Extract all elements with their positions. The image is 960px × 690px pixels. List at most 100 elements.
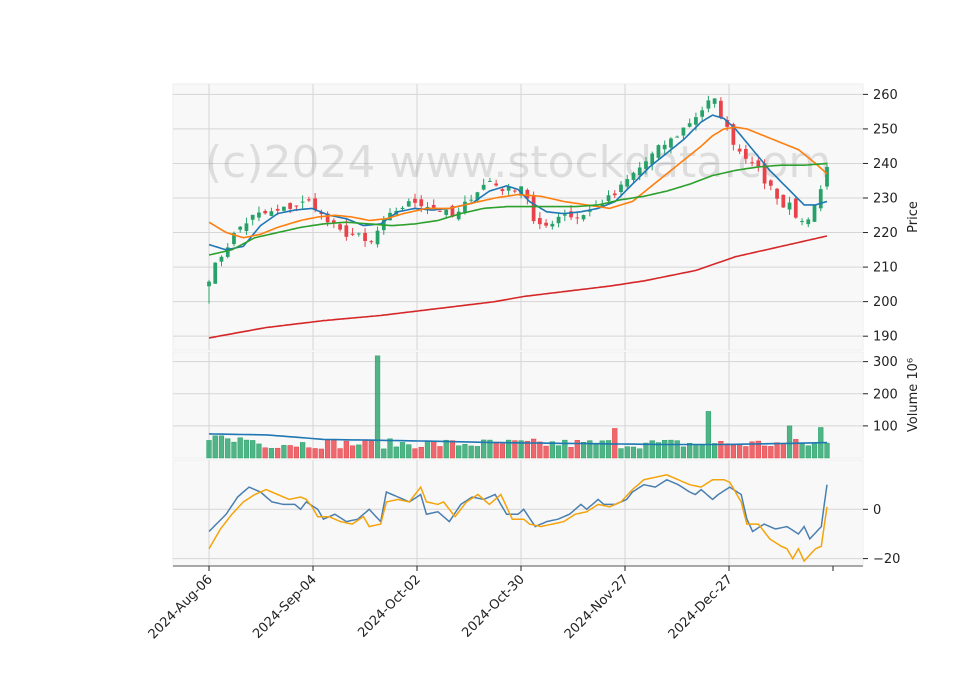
volume-bar [368,440,374,459]
candle-body [338,224,342,230]
candle [525,188,530,205]
volume-bar [225,438,231,459]
candle-body [219,256,224,262]
candle [350,227,355,237]
candle-body [756,160,761,167]
x-axis: 2024-Aug-06 2024-Sep-04 2024-Oct-02 2024-Oc… [146,565,863,642]
candle [375,226,380,248]
candle-body [581,215,586,220]
candle [681,127,686,141]
candle-body [238,226,243,230]
candle-body [700,110,705,117]
candle [481,178,486,191]
volume-bar [712,443,718,459]
candle-body [275,208,280,211]
candle [719,97,723,120]
volume-bar [381,448,387,459]
candle-body [719,100,723,118]
candle-body [669,138,673,148]
candle [625,174,630,190]
candle [662,140,667,155]
candle-body [650,153,655,165]
volume-bar [624,446,630,459]
volume-bar [212,435,218,459]
candle [800,218,804,226]
volume-bar [218,435,225,459]
volume-bar [487,439,493,459]
volume-bar [300,442,306,459]
volume-bar [799,442,805,459]
candle-body [556,216,561,224]
candle-body [606,195,611,202]
candle [406,198,411,207]
volume-bar [449,440,456,459]
candle-body [787,202,792,210]
candle-body [319,212,324,215]
candle [550,220,555,230]
candle [631,171,636,184]
volume-bar [568,447,574,459]
volume-bar [805,445,811,459]
y-tick-label: 0 [873,503,881,518]
candle-body [550,223,555,227]
candle-body [712,98,717,104]
candle [500,187,505,196]
volume-bar [774,442,780,459]
candle [494,179,499,187]
candle [650,151,655,171]
volume-bar [599,440,605,459]
volume-bar [530,438,537,459]
candle-body [750,162,754,164]
oscillator-panel: −20 0 [172,459,900,567]
candle-body [768,180,773,186]
volume-bar [562,439,568,459]
candle-body [250,214,255,220]
candle-body [288,203,293,209]
y-tick-label: 200 [873,387,898,402]
candle [300,195,305,209]
moving-average-line [208,162,828,256]
candle [269,207,274,217]
candle [544,219,548,228]
watermark: (c)2024 www.stockdata.com [205,137,831,188]
volume-bar [374,355,381,459]
y-tick-label: 190 [873,330,898,345]
volume-bar [786,425,793,459]
candle [818,185,823,212]
candle-body [743,148,748,159]
oscillator-panel-background [172,459,864,567]
x-tick-label: 2024-Oct-30 [459,572,527,640]
candle [812,204,817,223]
candle-body [675,136,680,138]
volume-bar [268,448,275,459]
volume-bar [356,444,362,459]
volume-bar [768,446,774,459]
candles [207,95,829,304]
candle [413,193,417,209]
candle-body [762,163,767,184]
candle-body [731,124,736,145]
volume-bar [318,448,324,459]
candle-body [619,184,623,192]
volume-bar [637,448,643,459]
candle [556,212,561,228]
candle [263,209,268,215]
candle-body [775,188,779,199]
candle [219,255,224,267]
candle-body [575,217,580,219]
candle [250,214,255,226]
volume-bar [399,442,406,459]
volume-bar [431,441,437,459]
volume-bar [362,439,368,459]
candle-body [662,144,667,150]
candle [575,211,580,225]
candle-body [725,120,729,127]
candle-body [463,201,467,213]
y-tick-label: 260 [873,88,898,103]
candle [781,194,786,208]
volume-y-ticks: 100 200 300 [863,355,898,434]
price-panel-background [172,83,864,351]
volume-bar [324,440,331,459]
volume-bar [662,439,668,459]
